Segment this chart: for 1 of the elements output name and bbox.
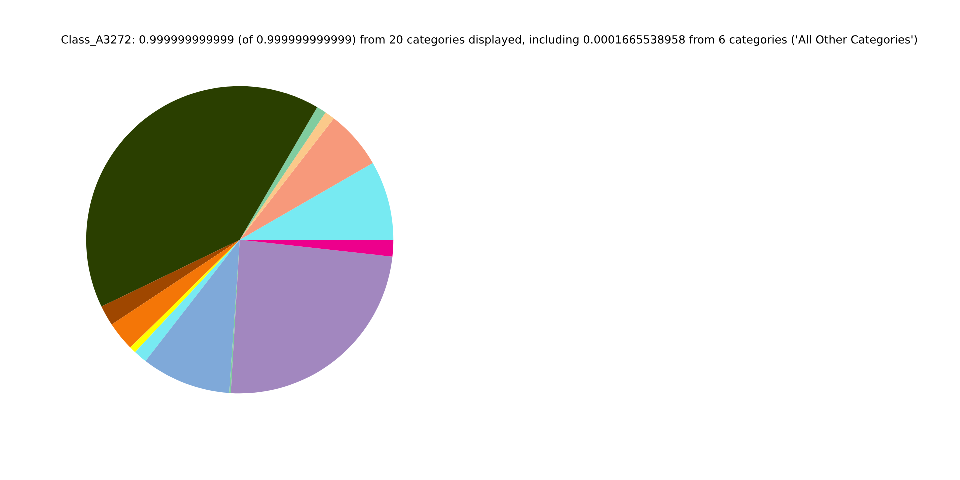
text: Class_A3272: 0.999999999999 (of 0.999999999999) from 20 categories displayed, including 0.0001665538958 from 6 categories ('All Other Categories') <box>62 35 918 46</box>
